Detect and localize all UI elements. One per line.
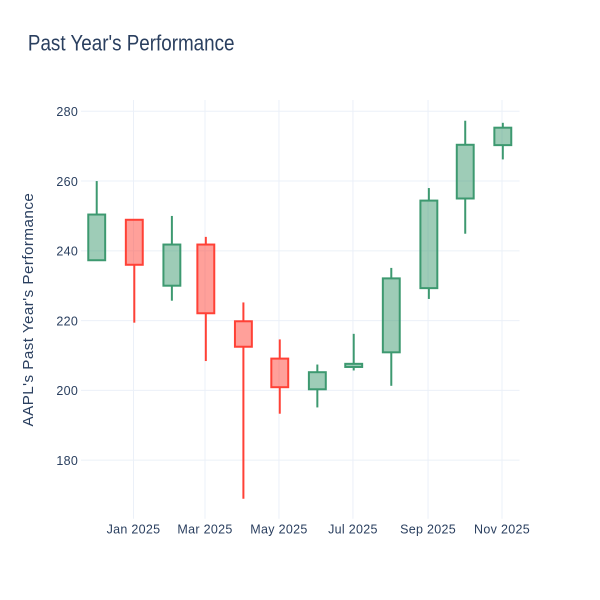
- svg-text:280: 280: [56, 105, 78, 119]
- svg-text:260: 260: [56, 175, 78, 189]
- svg-text:200: 200: [56, 384, 78, 398]
- svg-text:May 2025: May 2025: [250, 522, 307, 536]
- svg-text:Sep 2025: Sep 2025: [400, 522, 456, 536]
- svg-text:Nov 2025: Nov 2025: [474, 522, 530, 536]
- svg-text:Past Year's Performance: Past Year's Performance: [28, 31, 235, 56]
- svg-text:Jul 2025: Jul 2025: [328, 522, 378, 536]
- svg-text:Mar 2025: Mar 2025: [177, 522, 232, 536]
- svg-text:AAPL's Past Year's Performance: AAPL's Past Year's Performance: [20, 193, 37, 427]
- svg-text:220: 220: [56, 314, 78, 328]
- svg-text:240: 240: [56, 245, 78, 259]
- svg-text:180: 180: [56, 454, 78, 468]
- svg-text:Jan 2025: Jan 2025: [107, 522, 161, 536]
